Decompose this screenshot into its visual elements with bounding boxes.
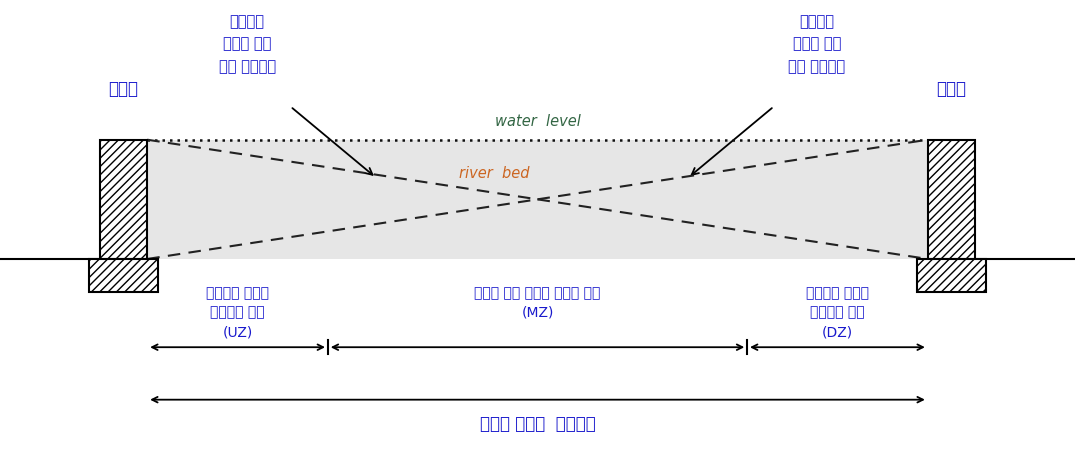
Text: river  bed: river bed [459, 166, 530, 181]
Text: 상류보: 상류보 [109, 79, 139, 98]
Text: 상류보의 영향이
우점하는 구간
(UZ): 상류보의 영향이 우점하는 구간 (UZ) [206, 286, 269, 338]
Bar [89, 259, 158, 293]
Bar [100, 140, 147, 259]
Text: 상하류 보의 영향이 혼합된 구간
(MZ): 상하류 보의 영향이 혼합된 구간 (MZ) [474, 286, 601, 319]
Bar [928, 140, 975, 259]
Text: 상류보의
하류에 대한
효과 환경경사: 상류보의 하류에 대한 효과 환경경사 [218, 14, 276, 74]
Text: 하류보의
상류에 대한
효과 환경경사: 하류보의 상류에 대한 효과 환경경사 [788, 14, 846, 74]
Text: 하류보의 영향이
우점하는 구간
(DZ): 하류보의 영향이 우점하는 구간 (DZ) [806, 286, 869, 338]
Text: 상하류 보간의  전체구간: 상하류 보간의 전체구간 [479, 414, 596, 432]
Text: water  level: water level [494, 114, 580, 129]
Bar [917, 259, 986, 293]
Bar [147, 140, 928, 259]
Text: 하류보: 하류보 [936, 79, 966, 98]
